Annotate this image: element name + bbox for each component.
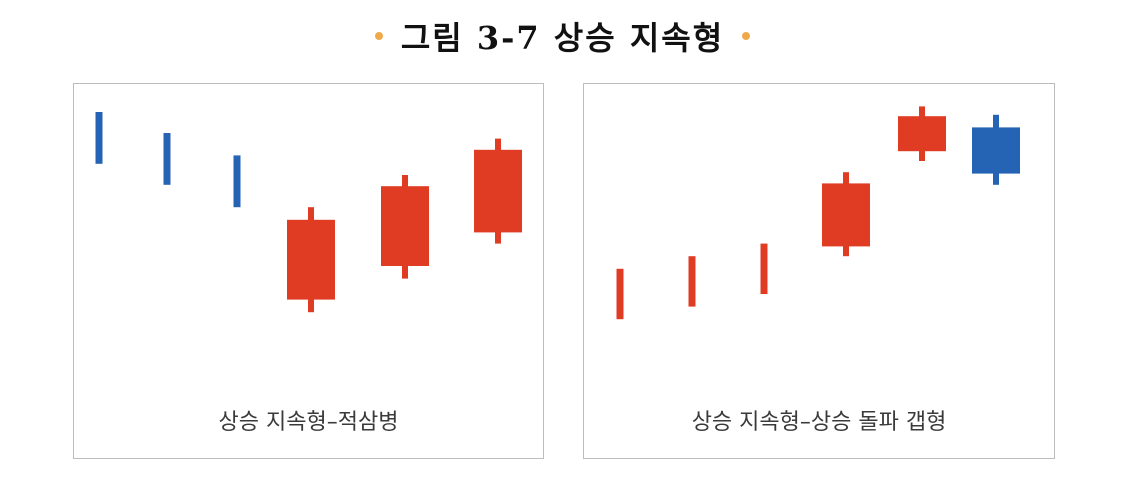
candle-2-wick — [163, 133, 171, 185]
candle-2 — [688, 256, 696, 307]
candle-6 — [972, 114, 1020, 185]
candle-1-wick — [616, 268, 624, 320]
candle-6-body — [972, 127, 1020, 174]
candle-4 — [822, 172, 870, 257]
candle-3-wick — [233, 155, 241, 208]
candlestick-chart-right — [616, 106, 1020, 320]
candle-3 — [760, 243, 768, 294]
candle-4-body — [287, 219, 335, 300]
candle-5-body — [381, 186, 429, 266]
candle-2 — [163, 133, 171, 185]
candle-5-body — [898, 116, 946, 152]
chart-caption-left: 상승 지속형–적삼병 — [218, 410, 399, 435]
candle-1 — [616, 268, 624, 320]
chart-caption-right: 상승 지속형–상승 돌파 갭형 — [691, 410, 947, 435]
chart-panel-three-white-soldiers: 상승 지속형–적삼병 — [73, 83, 544, 459]
candle-4 — [287, 207, 335, 313]
title-dot-left — [374, 32, 383, 40]
candle-6-body — [474, 149, 522, 233]
figure-title: 그림 3-7 상승 지속형 — [400, 19, 725, 57]
candle-6 — [474, 138, 522, 244]
candle-4-body — [822, 183, 870, 247]
figure-title-row: 그림 3-7 상승 지속형 — [0, 10, 1125, 62]
candle-3-wick — [760, 243, 768, 294]
candle-3 — [233, 155, 241, 208]
candle-1 — [95, 112, 103, 164]
candle-2-wick — [688, 256, 696, 307]
candle-5 — [898, 106, 946, 161]
candle-1-wick — [95, 112, 103, 164]
title-dot-right — [742, 32, 751, 40]
candle-5 — [381, 175, 429, 279]
chart-panel-rising-gap: 상승 지속형–상승 돌파 갭형 — [583, 83, 1055, 459]
candlestick-chart-left — [95, 112, 522, 313]
